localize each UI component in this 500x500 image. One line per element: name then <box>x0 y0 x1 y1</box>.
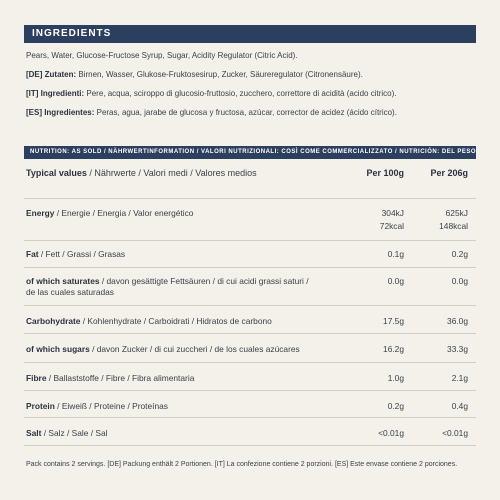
fat-206: 0.2g <box>451 249 468 259</box>
salt-206: <0.01g <box>442 428 468 438</box>
ingredients-de: [DE] Zutaten: Birnen, Wasser, Glukose-Fr… <box>26 69 363 79</box>
ingredients-list: Pears, Water, Glucose-Fructose Syrup, Su… <box>26 50 445 126</box>
energy-206-kj: 625kJ <box>445 208 468 218</box>
saturates-label: of which saturates / davon gesättigte Fe… <box>26 276 309 297</box>
ingredients-header: INGREDIENTS <box>24 25 476 43</box>
sugars-100: 16.2g <box>383 344 404 354</box>
salt-100: <0.01g <box>378 428 404 438</box>
fibre-206: 2.1g <box>451 373 468 383</box>
fat-label: Fat / Fett / Grassi / Grasas <box>26 249 126 259</box>
energy-label: Energy / Energie / Energia / Valor energ… <box>26 208 194 218</box>
carbohydrate-label: Carbohydrate / Kohlenhydrate / Carboidra… <box>26 316 272 326</box>
table-row-energy: Energy / Energie / Energia / Valor energ… <box>24 199 476 241</box>
energy-206-kcal: 148kcal <box>439 221 468 231</box>
energy-100-kcal: 72kcal <box>379 221 404 231</box>
per-100g-header: Per 100g <box>366 168 404 178</box>
protein-100: 0.2g <box>387 401 404 411</box>
table-row-fat: Fat / Fett / Grassi / Grasas 0.1g 0.2g <box>24 241 476 268</box>
ingredients-es: [ES] Ingredientes: Peras, agua, jarabe d… <box>26 107 397 117</box>
table-row-fibre: Fibre / Ballaststoffe / Fibre / Fibra al… <box>24 363 476 391</box>
nutrition-header: NUTRITION: AS SOLD / NÄHRWERTINFORMATION… <box>24 146 476 159</box>
table-row-sugars: of which sugars / davon Zucker / di cui … <box>24 334 476 363</box>
fibre-label: Fibre / Ballaststoffe / Fibre / Fibra al… <box>26 373 195 383</box>
carbohydrate-100: 17.5g <box>383 316 404 326</box>
table-header-row: Typical values / Nährwerte / Valori medi… <box>24 159 476 199</box>
typical-values-label: Typical values / Nährwerte / Valori medi… <box>26 168 257 178</box>
table-row-protein: Protein / Eiweiß / Proteine / Proteínas … <box>24 391 476 418</box>
saturates-100: 0.0g <box>387 276 404 286</box>
sugars-206: 33.3g <box>447 344 468 354</box>
protein-206: 0.4g <box>451 401 468 411</box>
salt-label: Salt / Salz / Sale / Sal <box>26 428 108 438</box>
servings-footnote: Pack contains 2 servings. [DE] Packung e… <box>26 461 458 468</box>
table-row-saturates: of which saturates / davon gesättigte Fe… <box>24 268 476 306</box>
nutrition-table: Typical values / Nährwerte / Valori medi… <box>24 159 476 446</box>
fibre-100: 1.0g <box>387 373 404 383</box>
ingredients-en: Pears, Water, Glucose-Fructose Syrup, Su… <box>26 50 298 60</box>
fat-100: 0.1g <box>387 249 404 259</box>
table-row-carbohydrate: Carbohydrate / Kohlenhydrate / Carboidra… <box>24 306 476 334</box>
ingredients-it: [IT] Ingredienti: Pere, acqua, sciroppo … <box>26 88 397 98</box>
energy-100-kj: 304kJ <box>381 208 404 218</box>
protein-label: Protein / Eiweiß / Proteine / Proteínas <box>26 401 168 411</box>
saturates-206: 0.0g <box>451 276 468 286</box>
per-206g-header: Per 206g <box>430 168 468 178</box>
carbohydrate-206: 36.0g <box>447 316 468 326</box>
sugars-label: of which sugars / davon Zucker / di cui … <box>26 344 300 354</box>
table-row-salt: Salt / Salz / Sale / Sal <0.01g <0.01g <box>24 418 476 446</box>
